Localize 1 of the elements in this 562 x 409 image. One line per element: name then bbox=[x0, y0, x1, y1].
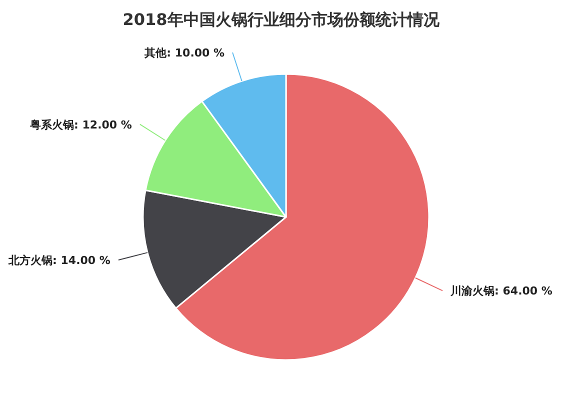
title: 2018年中国火锅行业细分市场份额统计情况 bbox=[122, 10, 440, 29]
